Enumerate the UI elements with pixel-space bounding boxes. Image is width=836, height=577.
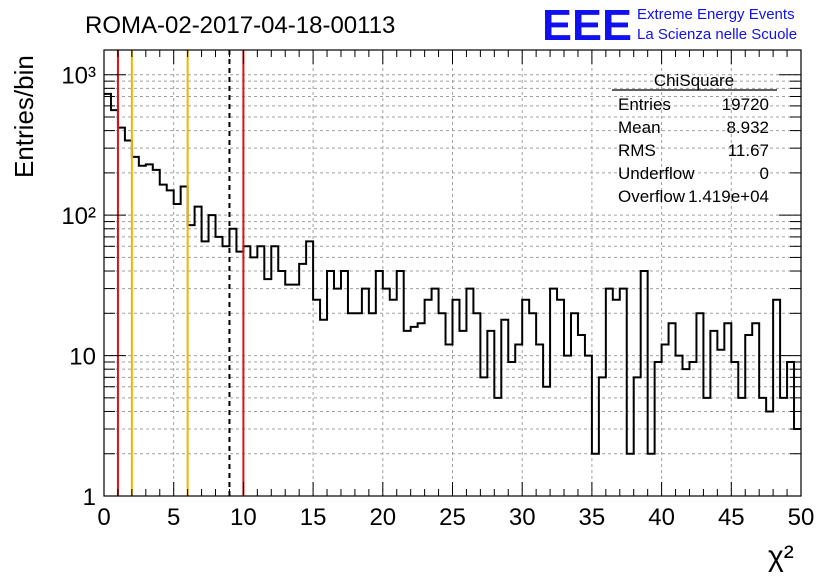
stats-value-entries: 19720: [722, 95, 769, 114]
grid: [104, 50, 801, 496]
axis-ticks: 0 5 10 15 20 25 30 35 40 45 50 1 10 10² 10³: [61, 50, 814, 531]
stats-value-rms: 11.67: [728, 141, 769, 160]
x-tick-label: 30: [509, 504, 536, 531]
x-axis-label: χ²: [768, 540, 794, 572]
org-name-line2: La Scienza nelle Scuole: [637, 26, 797, 43]
stats-value-overflow: 1.419e+04: [688, 187, 769, 206]
histogram: [104, 92, 801, 455]
chart-title: ROMA-02-2017-04-18-00113: [85, 12, 395, 39]
y-tick-label: 1: [83, 484, 96, 511]
x-tick-label: 40: [648, 504, 675, 531]
stats-value-mean: 8.932: [726, 118, 769, 137]
y-tick-label: 10: [69, 344, 96, 371]
y-tick-label: 10³: [61, 63, 96, 90]
stats-label-mean: Mean: [618, 118, 661, 137]
stats-value-underflow: 0: [760, 164, 769, 183]
x-tick-label: 50: [788, 504, 815, 531]
x-tick-label: 35: [579, 504, 606, 531]
stats-label-underflow: Underflow: [618, 164, 695, 183]
x-tick-label: 25: [439, 504, 466, 531]
eee-logo: EEE: [542, 1, 632, 50]
x-tick-label: 10: [230, 504, 257, 531]
x-tick-label: 0: [97, 504, 110, 531]
x-tick-label: 45: [718, 504, 745, 531]
y-axis-label: Entries/bin: [9, 55, 39, 178]
y-tick-label: 10²: [61, 203, 96, 230]
x-tick-label: 5: [167, 504, 180, 531]
histogram-line: [104, 92, 801, 455]
stats-label-rms: RMS: [618, 141, 656, 160]
stats-label-overflow: Overflow: [618, 187, 686, 206]
org-name-line1: Extreme Energy Events: [637, 6, 795, 23]
stats-title: ChiSquare: [654, 71, 734, 90]
x-tick-label: 15: [300, 504, 327, 531]
marker-lines: [116, 50, 245, 496]
x-tick-label: 20: [369, 504, 396, 531]
stats-label-entries: Entries: [618, 95, 671, 114]
stats-box: ChiSquare Entries 19720 Mean 8.932 RMS 1…: [612, 71, 777, 206]
